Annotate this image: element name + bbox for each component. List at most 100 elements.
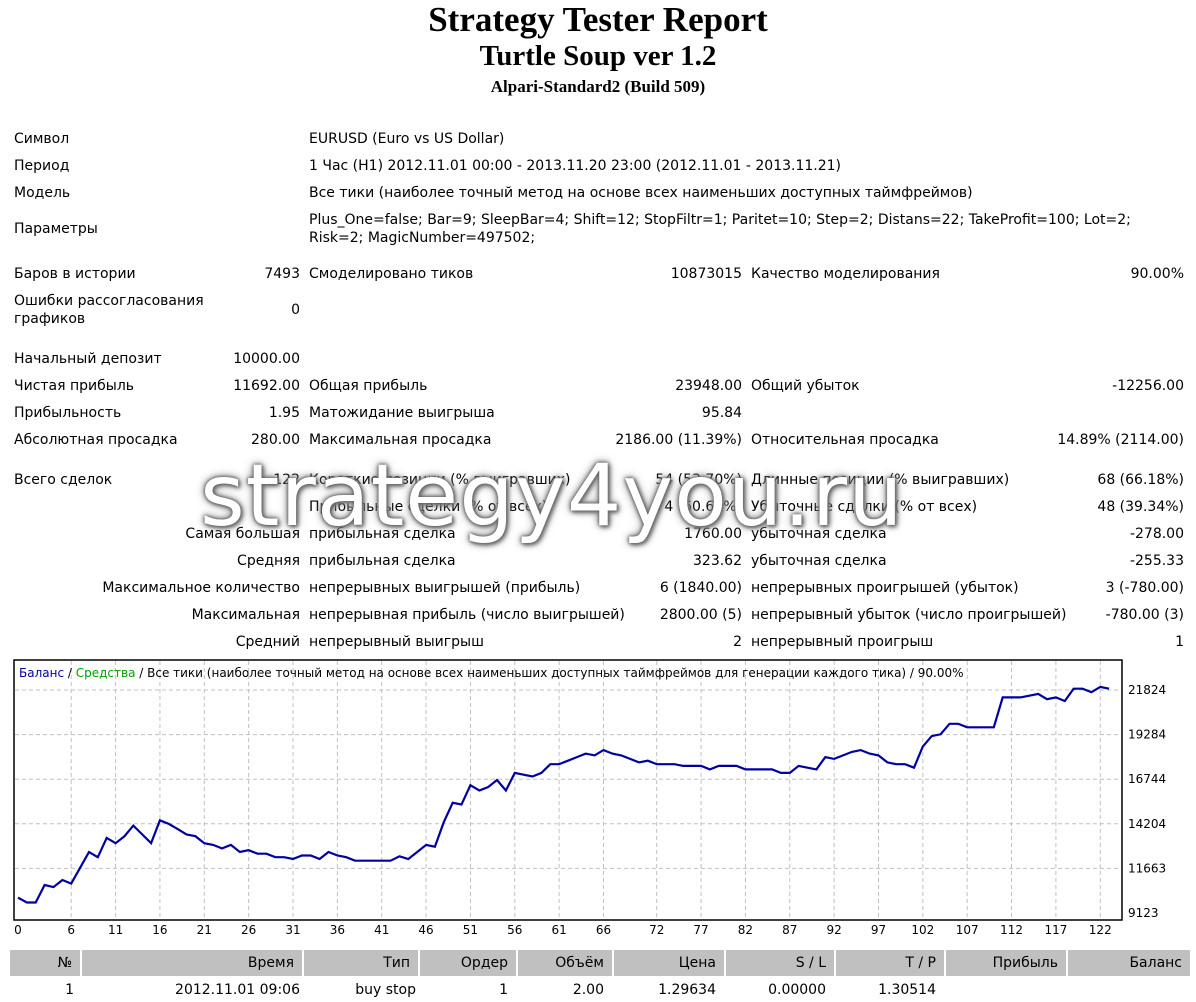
ticks-label: Смоделировано тиков bbox=[309, 266, 474, 282]
y-tick-label: 19284 bbox=[1128, 728, 1166, 742]
avg-cons-wins-value: 2 bbox=[733, 634, 742, 650]
expected-payoff-value: 95.84 bbox=[701, 405, 742, 421]
avg-cons-losses-label: непрерывный проигрыш bbox=[751, 634, 934, 650]
cell-order: 1 bbox=[499, 982, 508, 998]
ea-name: Turtle Soup ver 1.2 bbox=[479, 40, 717, 72]
bars-value: 7493 bbox=[264, 266, 300, 282]
max-cons-losses-label: непрерывных проигрышей (убыток) bbox=[751, 580, 1019, 596]
total-trades-label: Всего сделок bbox=[14, 472, 113, 488]
x-tick-label: 72 bbox=[649, 923, 664, 937]
profit-trades-value: 74 (60.66%) bbox=[655, 499, 742, 515]
x-tick-label: 11 bbox=[108, 923, 123, 937]
model-label: Модель bbox=[14, 185, 71, 201]
x-tick-label: 21 bbox=[197, 923, 212, 937]
short-positions-label: Короткие позиции (% выигравших) bbox=[309, 472, 571, 488]
x-tick-label: 66 bbox=[596, 923, 611, 937]
maximal-drawdown-value: 2186.00 (11.39%) bbox=[615, 432, 742, 448]
errors-value: 0 bbox=[291, 302, 300, 318]
maximal-label: Максимальная bbox=[191, 607, 300, 623]
quality-value: 90.00% bbox=[1130, 266, 1184, 282]
x-tick-label: 92 bbox=[826, 923, 841, 937]
model-value: Все тики (наиболее точный метод на основ… bbox=[309, 185, 973, 201]
max-cons-profit-label: непрерывная прибыль (число выигрышей) bbox=[309, 607, 625, 623]
x-tick-label: 82 bbox=[738, 923, 753, 937]
y-tick-label: 14204 bbox=[1128, 817, 1166, 831]
params-label: Параметры bbox=[14, 221, 98, 237]
absolute-drawdown-value: 280.00 bbox=[251, 432, 300, 448]
x-tick-label: 122 bbox=[1089, 923, 1112, 937]
y-tick-label: 9123 bbox=[1128, 906, 1159, 920]
col-number: № bbox=[10, 950, 80, 976]
y-tick-label: 21824 bbox=[1128, 683, 1166, 697]
gross-profit-label: Общая прибыль bbox=[309, 378, 428, 394]
relative-drawdown-value: 14.89% (2114.00) bbox=[1057, 432, 1184, 448]
long-positions-value: 68 (66.18%) bbox=[1097, 472, 1184, 488]
col-tp: T / P bbox=[836, 950, 944, 976]
x-tick-label: 77 bbox=[693, 923, 708, 937]
col-price: Цена bbox=[614, 950, 724, 976]
gross-loss-label: Общий убыток bbox=[751, 378, 860, 394]
relative-drawdown-label: Относительная просадка bbox=[751, 432, 939, 448]
x-tick-label: 36 bbox=[330, 923, 345, 937]
total-trades-value: 122 bbox=[273, 472, 300, 488]
deposit-label: Начальный депозит bbox=[14, 351, 162, 367]
period-value: 1 Час (H1) 2012.11.01 00:00 - 2013.11.20… bbox=[309, 158, 841, 174]
x-tick-label: 56 bbox=[507, 923, 522, 937]
col-sl: S / L bbox=[726, 950, 834, 976]
largest-loss-value: -278.00 bbox=[1129, 526, 1184, 542]
errors-label: Ошибки рассогласования графиков bbox=[14, 293, 204, 327]
max-cons-losses-value: 3 (-780.00) bbox=[1105, 580, 1184, 596]
x-tick-label: 46 bbox=[418, 923, 433, 937]
x-tick-label: 0 bbox=[14, 923, 22, 937]
y-axis: 9123 11663 14204 16744 19284 21824 bbox=[1128, 683, 1166, 920]
x-tick-label: 6 bbox=[67, 923, 75, 937]
symbol-value: EURUSD (Euro vs US Dollar) bbox=[309, 131, 505, 147]
x-tick-label: 26 bbox=[241, 923, 256, 937]
chart-frame bbox=[13, 659, 1123, 921]
largest-loss-label: убыточная сделка bbox=[751, 526, 887, 542]
loss-trades-value: 48 (39.34%) bbox=[1097, 499, 1184, 515]
x-tick-label: 16 bbox=[152, 923, 167, 937]
cell-type: buy stop bbox=[355, 982, 416, 998]
average-label: Средняя bbox=[237, 553, 300, 569]
symbol-label: Символ bbox=[14, 131, 70, 147]
long-positions-label: Длинные позиции (% выигравших) bbox=[751, 472, 1010, 488]
legend-separator: / bbox=[64, 666, 76, 680]
net-profit-value: 11692.00 bbox=[233, 378, 300, 394]
max-cons-wins-value: 6 (1840.00) bbox=[659, 580, 742, 596]
max-cons-profit-value: 2800.00 (5) bbox=[659, 607, 742, 623]
profit-trades-label: Прибыльные сделки (% от всех) bbox=[309, 499, 548, 515]
average-loss-label: убыточная сделка bbox=[751, 553, 887, 569]
expected-payoff-label: Матожидание выигрыша bbox=[309, 405, 495, 421]
bars-label: Баров в истории bbox=[14, 266, 136, 282]
x-tick-label: 107 bbox=[956, 923, 979, 937]
average-cons-label: Средний bbox=[235, 634, 300, 650]
profit-factor-value: 1.95 bbox=[268, 405, 300, 421]
max-cons-loss-label: непрерывный убыток (число проигрышей) bbox=[751, 607, 1067, 623]
x-tick-label: 51 bbox=[463, 923, 478, 937]
period-label: Период bbox=[14, 158, 70, 174]
avg-cons-wins-label: непрерывный выигрыш bbox=[309, 634, 484, 650]
legend-balance: Баланс bbox=[19, 666, 64, 680]
x-tick-label: 61 bbox=[551, 923, 566, 937]
col-order: Ордер bbox=[420, 950, 516, 976]
cell-volume: 2.00 bbox=[572, 982, 604, 998]
largest-profit-value: 1760.00 bbox=[684, 526, 742, 542]
max-count-label: Максимальное количество bbox=[102, 580, 300, 596]
params-value: Plus_One=false; Bar=9; SleepBar=4; Shift… bbox=[309, 212, 1131, 246]
col-volume: Объём bbox=[518, 950, 612, 976]
watermark: strategy4you.ru bbox=[200, 446, 904, 546]
cell-time: 2012.11.01 09:06 bbox=[175, 982, 300, 998]
legend-description: / Все тики (наиболее точный метод на осн… bbox=[135, 666, 963, 680]
ticks-value: 10873015 bbox=[670, 266, 742, 282]
x-tick-label: 87 bbox=[782, 923, 797, 937]
legend-equity: Средства bbox=[76, 666, 136, 680]
x-axis: 0 6 11 16 21 26 31 36 41 46 51 56 61 66 72 77 82 87 92 97 10… bbox=[14, 923, 1112, 937]
max-cons-loss-value: -780.00 (3) bbox=[1105, 607, 1184, 623]
x-tick-label: 97 bbox=[871, 923, 886, 937]
absolute-drawdown-label: Абсолютная просадка bbox=[14, 432, 178, 448]
cell-number: 1 bbox=[65, 982, 74, 998]
chart-legend: Баланс / Средства / Все тики (наиболее т… bbox=[19, 666, 964, 680]
balance-series-line bbox=[17, 685, 1110, 904]
